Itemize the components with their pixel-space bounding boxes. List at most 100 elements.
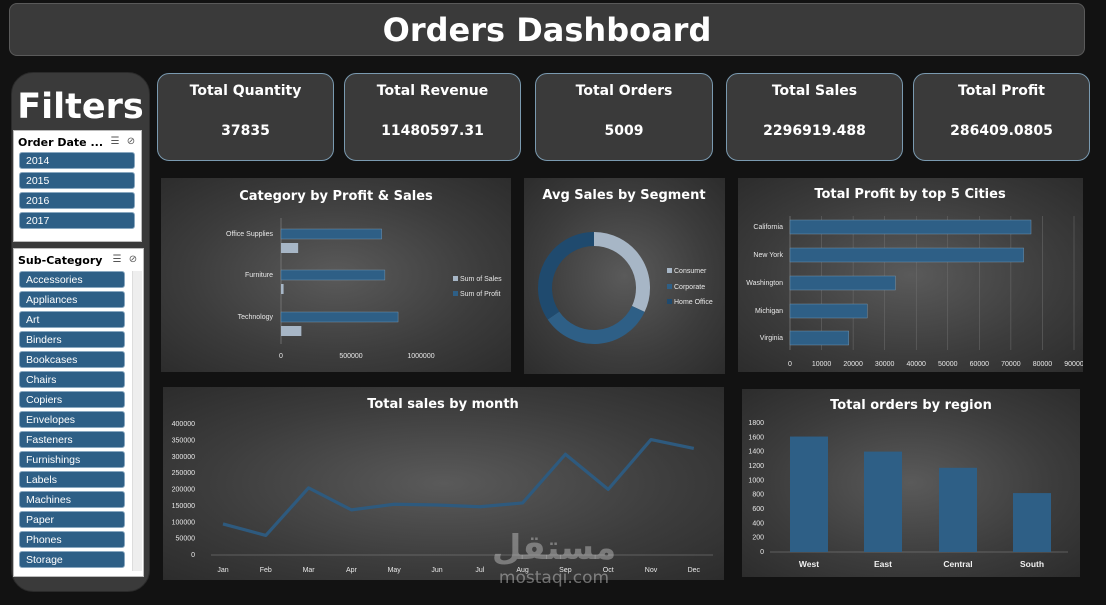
sub-category-item-labels[interactable]: Labels [19, 471, 125, 488]
month-label-sep: Sep [559, 567, 572, 574]
sub-category-item-binders[interactable]: Binders [19, 331, 125, 348]
sub-category-item-paper[interactable]: Paper [19, 511, 125, 528]
order-date-slicer: Order Date ... ☰ ⊘ 2014 2015 2016 2017 [13, 130, 142, 242]
sub-category-item-storage[interactable]: Storage [19, 551, 125, 568]
avg-sales-segment-chart: Avg Sales by Segment Consumer Corporate Ho… [524, 178, 725, 374]
order-date-slicer-header: Order Date ... ☰ ⊘ [18, 134, 137, 150]
sub-category-item-art[interactable]: Art [19, 311, 125, 328]
legend-swatch-corporate [667, 284, 672, 289]
bar-california [789, 219, 1032, 235]
month-label-nov: Nov [645, 567, 658, 574]
kpi-value: 5009 [604, 123, 644, 139]
sub-category-item-chairs[interactable]: Chairs [19, 371, 125, 388]
watermark-latin: mostaqi.com [498, 568, 610, 588]
sub-category-item-machines[interactable]: Machines [19, 491, 125, 508]
sub-category-item-bookcases[interactable]: Bookcases [19, 351, 125, 368]
y-tick-4: 800 [752, 492, 764, 499]
sub-category-item-copiers[interactable]: Copiers [19, 391, 125, 408]
y-tick-2: 400 [752, 520, 764, 527]
x-tick-5: 50000 [938, 361, 958, 368]
kpi-label: Total Profit [958, 83, 1045, 99]
month-label-jan: Jan [217, 567, 228, 574]
bar-south [1013, 493, 1051, 552]
legend-label-profit: Sum of Profit [460, 291, 501, 298]
chart-title: Total sales by month [367, 397, 519, 412]
sub-category-item-envelopes[interactable]: Envelopes [19, 411, 125, 428]
filters-title: Filters [17, 87, 144, 127]
sub-category-item-appliances[interactable]: Appliances [19, 291, 125, 308]
x-tick-0: 0 [279, 353, 283, 360]
y-tick-7: 350000 [172, 437, 195, 444]
sub-category-slicer: Sub-Category ☰ ⊘ Accessories Appliances Ar… [13, 248, 144, 577]
legend-swatch-sales [453, 276, 458, 281]
legend-label-home-office: Home Office [674, 299, 713, 306]
kpi-value: 286409.0805 [950, 123, 1053, 139]
bar-central [939, 467, 977, 552]
kpi-total-profit: Total Profit 286409.0805 [913, 73, 1090, 161]
legend-swatch-home-office [667, 299, 672, 304]
y-tick-9: 1800 [748, 420, 764, 427]
category-label-office-supplies: Office Supplies [226, 231, 273, 238]
y-tick-3: 600 [752, 506, 764, 513]
x-tick-7: 70000 [1001, 361, 1021, 368]
city-label-california: California [753, 224, 783, 231]
bar-profit-office-supplies [281, 243, 299, 253]
legend-swatch-consumer [667, 268, 672, 273]
category-label-technology: Technology [238, 314, 274, 321]
watermark-arabic: مستقل [491, 528, 617, 568]
kpi-value: 37835 [221, 123, 270, 139]
y-tick-1: 50000 [176, 536, 196, 543]
region-label-central: Central [943, 559, 972, 569]
multi-select-icon[interactable]: ☰ [110, 136, 120, 147]
order-date-slicer-title: Order Date ... [18, 135, 104, 149]
chart-title: Total orders by region [830, 398, 992, 413]
sub-category-item-furnishings[interactable]: Furnishings [19, 451, 125, 468]
y-tick-0: 0 [760, 549, 764, 556]
x-tick-1: 500000 [339, 353, 362, 360]
month-label-oct: Oct [603, 567, 614, 574]
orders-by-region-chart: Total orders by region 0 200 400 600 800 1000… [742, 389, 1080, 577]
bar-sales-furniture [280, 269, 386, 281]
clear-filter-icon[interactable]: ⊘ [128, 254, 138, 265]
category-label-furniture: Furniture [245, 272, 273, 279]
clear-filter-icon[interactable]: ⊘ [126, 136, 136, 147]
legend-label-corporate: Corporate [674, 284, 705, 291]
kpi-value: 11480597.31 [381, 123, 484, 139]
x-tick-1: 10000 [812, 361, 832, 368]
y-tick-5: 250000 [172, 470, 195, 477]
kpi-label: Total Quantity [189, 83, 302, 99]
kpi-label: Total Sales [771, 83, 858, 99]
month-label-apr: Apr [346, 567, 358, 574]
legend-swatch-profit [453, 291, 458, 296]
sub-category-slicer-header: Sub-Category ☰ ⊘ [18, 252, 139, 268]
mostaqi-watermark: مستقل mostaqi.com [484, 528, 624, 590]
sales-by-month-chart: Total sales by month 0 50000 100000 150000 2… [163, 387, 724, 580]
month-label-jul: Jul [475, 567, 484, 574]
bar-michigan [789, 303, 868, 319]
x-tick-2: 20000 [843, 361, 863, 368]
bar-profit-furniture [281, 284, 284, 294]
profit-top-cities-chart: Total Profit by top 5 Cities 0 10000 20000… [738, 178, 1083, 372]
order-date-item-2016[interactable]: 2016 [19, 192, 135, 209]
sub-category-slicer-title: Sub-Category [18, 253, 103, 267]
sub-category-item-fasteners[interactable]: Fasteners [19, 431, 125, 448]
sub-category-scrollbar[interactable] [132, 271, 142, 571]
month-label-dec: Dec [688, 567, 701, 574]
order-date-item-2015[interactable]: 2015 [19, 172, 135, 189]
order-date-item-2017[interactable]: 2017 [19, 212, 135, 229]
order-date-item-2014[interactable]: 2014 [19, 152, 135, 169]
multi-select-icon[interactable]: ☰ [112, 254, 122, 265]
x-tick-6: 60000 [970, 361, 990, 368]
y-tick-6: 1200 [748, 463, 764, 470]
city-label-virginia: Virginia [760, 335, 783, 342]
sub-category-item-phones[interactable]: Phones [19, 531, 125, 548]
x-tick-8: 80000 [1033, 361, 1053, 368]
y-tick-5: 1000 [748, 477, 764, 484]
region-label-east: East [874, 559, 892, 569]
y-tick-4: 200000 [172, 487, 195, 494]
bar-sales-technology [280, 311, 399, 323]
y-tick-3: 150000 [172, 503, 195, 510]
legend-label-sales: Sum of Sales [460, 276, 502, 283]
chart-title: Total Profit by top 5 Cities [814, 187, 1006, 202]
sub-category-item-accessories[interactable]: Accessories [19, 271, 125, 288]
